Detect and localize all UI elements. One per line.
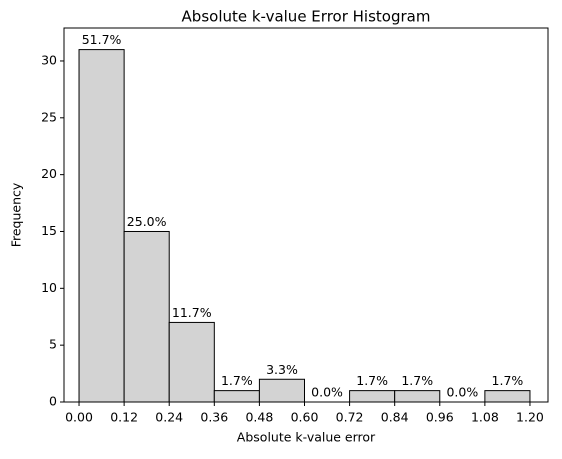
y-axis-label: Frequency — [9, 182, 24, 247]
y-tick-label: 30 — [41, 52, 57, 67]
bar — [394, 390, 441, 403]
x-tick-label: 1.08 — [471, 410, 499, 425]
bar — [168, 321, 215, 403]
x-tick-label: 0.12 — [110, 410, 138, 425]
bar — [349, 390, 396, 403]
data-label: 11.7% — [172, 305, 212, 320]
bar — [78, 49, 125, 403]
x-tick-label: 0.84 — [381, 410, 409, 425]
y-tick-label: 15 — [41, 223, 57, 238]
bar — [258, 378, 305, 403]
x-tick-label: 0.60 — [291, 410, 319, 425]
plot-frame — [63, 27, 549, 403]
y-tick-label: 10 — [41, 280, 57, 295]
bar — [484, 390, 531, 403]
data-label: 1.7% — [221, 373, 253, 388]
data-label: 1.7% — [401, 373, 433, 388]
y-tick-label: 5 — [49, 337, 57, 352]
x-tick-label: 1.20 — [516, 410, 544, 425]
bar — [123, 230, 170, 403]
y-tick-label: 20 — [41, 166, 57, 181]
x-tick-label: 0.48 — [245, 410, 273, 425]
data-label: 0.0% — [311, 385, 343, 400]
x-tick-label: 0.24 — [155, 410, 183, 425]
y-tick-label: 25 — [41, 109, 57, 124]
bar — [213, 390, 260, 403]
x-axis-label: Absolute k-value error — [237, 430, 376, 445]
chart-title: Absolute k-value Error Histogram — [182, 8, 431, 26]
data-label: 25.0% — [127, 214, 167, 229]
y-tick-label: 0 — [49, 394, 57, 409]
data-label: 1.7% — [356, 373, 388, 388]
data-label: 3.3% — [266, 362, 298, 377]
x-tick-label: 0.36 — [200, 410, 228, 425]
x-tick-label: 0.96 — [426, 410, 454, 425]
x-tick-label: 0.72 — [336, 410, 364, 425]
data-label: 0.0% — [446, 385, 478, 400]
x-tick-label: 0.00 — [65, 410, 93, 425]
data-label: 1.7% — [492, 373, 524, 388]
data-label: 51.7% — [82, 32, 122, 47]
